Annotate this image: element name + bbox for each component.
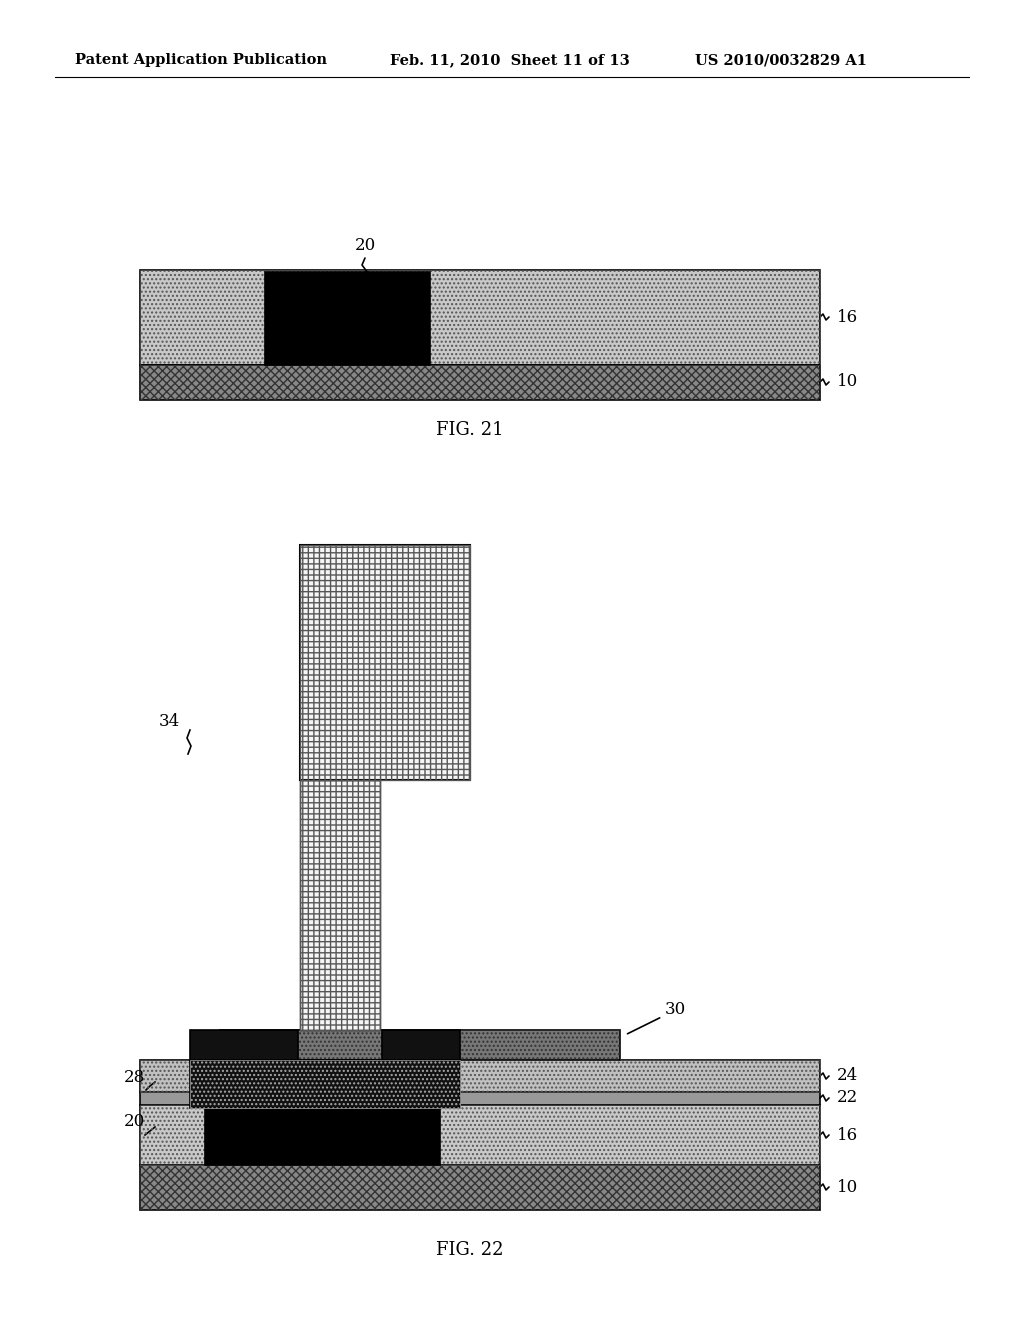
Bar: [140, 1166, 820, 1210]
Text: 10: 10: [837, 1179, 858, 1196]
Text: US 2010/0032829 A1: US 2010/0032829 A1: [695, 53, 867, 67]
Bar: [140, 271, 820, 366]
Bar: [300, 545, 470, 780]
Text: Patent Application Publication: Patent Application Publication: [75, 53, 327, 67]
Text: 16: 16: [837, 309, 858, 326]
Bar: [140, 1092, 820, 1105]
Text: 20: 20: [124, 1114, 145, 1130]
Bar: [140, 1166, 820, 1210]
Bar: [140, 1105, 820, 1166]
Text: FIG. 22: FIG. 22: [436, 1241, 504, 1259]
Bar: [140, 366, 820, 400]
Bar: [190, 1060, 460, 1107]
Bar: [300, 780, 380, 1030]
Bar: [190, 1030, 298, 1060]
Text: 30: 30: [628, 1002, 686, 1034]
Bar: [300, 545, 470, 780]
Bar: [300, 780, 380, 1030]
Bar: [140, 1105, 820, 1166]
Bar: [265, 272, 430, 366]
Text: 10: 10: [837, 374, 858, 391]
Text: 34: 34: [159, 714, 180, 730]
Text: 28: 28: [124, 1068, 145, 1085]
Text: 16: 16: [837, 1126, 858, 1143]
Text: 20: 20: [354, 236, 376, 253]
Bar: [382, 1030, 460, 1060]
Bar: [220, 1030, 620, 1060]
Bar: [140, 1060, 820, 1092]
Text: 24: 24: [837, 1068, 858, 1085]
Bar: [205, 1107, 440, 1166]
Bar: [190, 1060, 460, 1107]
Bar: [140, 366, 820, 400]
Bar: [300, 545, 470, 780]
Bar: [300, 780, 380, 1030]
Text: 22: 22: [837, 1089, 858, 1106]
Bar: [140, 1060, 820, 1092]
Text: Feb. 11, 2010  Sheet 11 of 13: Feb. 11, 2010 Sheet 11 of 13: [390, 53, 630, 67]
Bar: [140, 271, 820, 366]
Text: FIG. 21: FIG. 21: [436, 421, 504, 440]
Bar: [220, 1030, 620, 1060]
